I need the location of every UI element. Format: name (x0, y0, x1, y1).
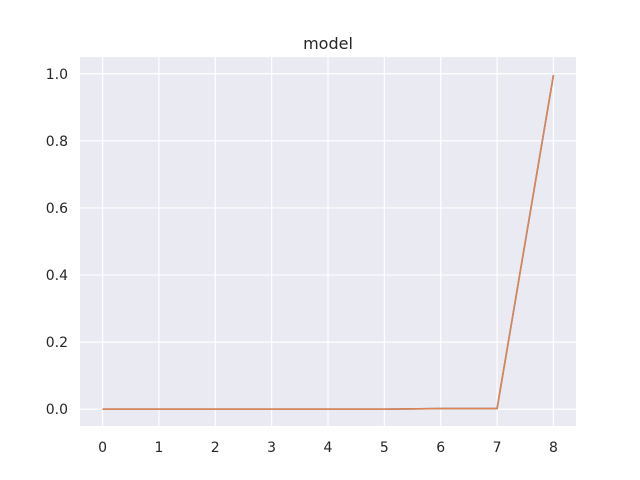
x-tick-label: 3 (267, 440, 276, 456)
series-group (102, 74, 555, 411)
y-tick-label: 0.8 (46, 134, 68, 150)
x-tick-label: 0 (98, 440, 107, 456)
y-tick-label: 0.4 (46, 268, 68, 284)
x-tick-label: 1 (154, 440, 163, 456)
x-tick-label: 8 (549, 440, 558, 456)
x-tick-label: 5 (380, 440, 389, 456)
y-tick-label: 0.0 (46, 402, 68, 418)
chart-title: model (303, 34, 353, 53)
x-tick-label: 7 (493, 440, 502, 456)
x-tick-labels: 0 1 2 3 4 5 6 7 8 (98, 440, 558, 456)
x-tick-label: 2 (211, 440, 220, 456)
y-tick-label: 0.2 (46, 335, 68, 351)
x-tick-label: 6 (436, 440, 445, 456)
y-tick-label: 0.6 (46, 201, 68, 217)
series-line-2 (102, 74, 555, 411)
y-tick-label: 1.0 (46, 67, 68, 83)
x-tick-label: 4 (324, 440, 333, 456)
y-tick-labels: 0.0 0.2 0.4 0.6 0.8 1.0 (46, 67, 68, 418)
